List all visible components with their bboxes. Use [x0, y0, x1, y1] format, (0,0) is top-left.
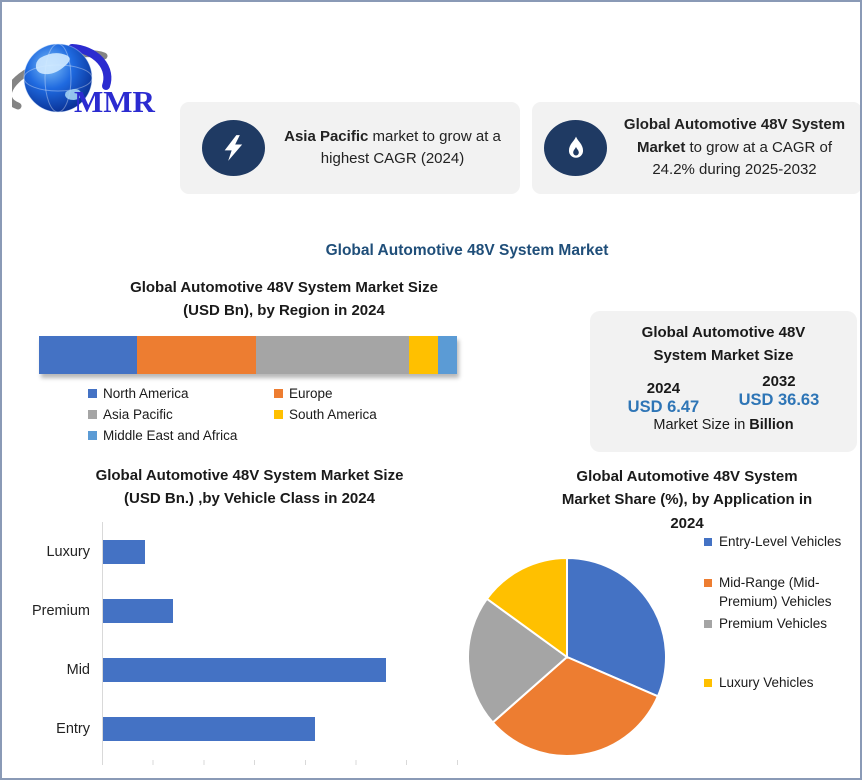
region-legend-item: Europe	[274, 386, 454, 401]
region-segment-2	[256, 336, 409, 374]
region-legend-item: South America	[274, 407, 454, 422]
region-legend: North America Europe Asia Pacific South Ame…	[88, 386, 460, 443]
vehicle-x-ticks	[102, 760, 458, 765]
callout-bold-text: Asia Pacific	[284, 127, 369, 145]
legend-label: Europe	[289, 386, 333, 401]
legend-label: Middle East and Africa	[103, 428, 238, 443]
legend-label: South America	[289, 407, 377, 422]
vehicle-bar-mid	[102, 657, 386, 682]
vehicle-bar-track	[102, 581, 457, 640]
pie-chart	[467, 556, 668, 757]
vehicle-bar-premium	[102, 598, 173, 623]
flame-icon	[544, 120, 607, 176]
pie-slice-1	[491, 655, 660, 757]
callout-asia-pacific-text: Asia Pacific market to grow at a highest…	[265, 126, 520, 171]
region-segment-4	[438, 336, 457, 374]
market-size-title-line1: Global Automotive 48V	[641, 324, 806, 341]
pie-legend-item: Luxury Vehicles	[704, 674, 860, 693]
pie-chart-title-line2: Market Share (%), by Application in	[561, 491, 813, 509]
footer-prefix: Market Size in	[653, 417, 750, 433]
vehicle-category-label: Mid	[66, 661, 90, 678]
vehicle-chart-title-line2: (USD Bn.) ,by Vehicle Class in 2024	[124, 489, 375, 507]
legend-swatch-icon	[88, 431, 97, 440]
market-size-2024: 2024 USD 6.47	[628, 380, 700, 417]
region-chart-title-line2: (USD Bn), by Region in 2024	[183, 301, 385, 319]
legend-label: Luxury Vehicles	[719, 674, 814, 690]
callout-asia-pacific: Asia Pacific market to grow at a highest…	[180, 102, 520, 194]
market-size-2032: 2032 USD 36.63	[739, 373, 820, 410]
vehicle-category-label: Entry	[56, 720, 90, 737]
vehicle-bar-track	[102, 522, 457, 581]
callout-bold-text: Global Automotive 48V System Market	[623, 116, 846, 156]
vehicle-category-label: Premium	[31, 602, 90, 619]
vehicle-bar-track	[102, 699, 457, 758]
legend-label: Premium Vehicles	[719, 615, 828, 631]
value-2032: USD 36.63	[738, 391, 820, 409]
legend-label: Asia Pacific	[103, 407, 173, 422]
vehicle-category-label: Luxury	[46, 543, 90, 560]
legend-swatch-icon	[88, 410, 97, 419]
market-size-values: 2024 USD 6.47 2032 USD 36.63	[590, 373, 857, 417]
region-legend-item: North America	[88, 386, 274, 401]
market-size-title-line2: System Market Size	[653, 346, 794, 364]
legend-swatch-icon	[274, 410, 283, 419]
callout-cagr-text: Global Automotive 48V System Market to g…	[607, 114, 860, 182]
region-segment-1	[137, 336, 257, 374]
value-2024: USD 6.47	[627, 398, 700, 416]
pie-legend-item: Entry-Level Vehicles	[704, 533, 860, 552]
mmr-logo: MMR	[4, 40, 172, 124]
vehicle-y-axis	[102, 522, 103, 762]
pie-slice-0	[566, 556, 668, 698]
legend-swatch-icon	[704, 538, 712, 546]
pie-chart-title-line3: 2024	[670, 514, 704, 532]
pie-chart-title: Global Automotive 48V System Market Shar…	[512, 465, 860, 535]
market-size-box-title: Global Automotive 48V System Market Size	[590, 322, 857, 367]
page-title: Global Automotive 48V System Market	[325, 242, 609, 259]
vehicle-chart-title-line1: Global Automotive 48V System Market Size	[95, 467, 404, 484]
legend-label: North America	[103, 386, 189, 401]
year-2032-label: 2032	[762, 373, 796, 390]
vehicle-plot: Luxury Premium Mid Entry	[12, 522, 457, 758]
region-segment-0	[39, 336, 138, 374]
legend-swatch-icon	[704, 619, 712, 628]
region-chart-title-line1: Global Automotive 48V System Market Size	[130, 279, 438, 296]
region-legend-item: Asia Pacific	[88, 407, 274, 422]
globe-icon: MMR	[4, 43, 156, 119]
lightning-icon	[202, 120, 265, 176]
pie-slice-2	[467, 597, 569, 724]
legend-swatch-icon	[704, 578, 712, 587]
vehicle-bar-luxury	[102, 539, 145, 564]
footer-billion: Billion	[749, 417, 794, 433]
market-size-box: Global Automotive 48V System Market Size…	[590, 311, 857, 452]
region-stacked-bar	[39, 336, 457, 374]
market-size-footer: Market Size in Billion	[590, 417, 857, 433]
legend-label: Entry-Level Vehicles	[719, 534, 842, 549]
pie-legend: Entry-Level Vehicles Mid-Range (Mid-Premi…	[704, 533, 860, 693]
legend-label: Mid-Range (Mid-Premium) Vehicles	[719, 574, 832, 609]
callout-rest-text: to grow at a CAGR of 24.2% during 2025-2…	[652, 138, 833, 179]
legend-swatch-icon	[704, 678, 712, 687]
vehicle-chart-title: Global Automotive 48V System Market Size…	[27, 465, 472, 510]
region-segment-3	[408, 336, 439, 374]
logo-text: MMR	[74, 84, 156, 119]
pie-chart-title-line1: Global Automotive 48V System	[576, 468, 798, 485]
pie-slice-3	[485, 556, 568, 659]
region-legend-item: Middle East and Africa	[88, 428, 274, 443]
legend-swatch-icon	[88, 389, 97, 398]
callout-cagr: Global Automotive 48V System Market to g…	[532, 102, 860, 194]
legend-swatch-icon	[274, 389, 283, 398]
vehicle-bar-entry	[102, 716, 315, 741]
vehicle-bar-track	[102, 640, 457, 699]
region-chart-title: Global Automotive 48V System Market Size…	[64, 277, 504, 322]
pie-legend-item: Premium Vehicles	[704, 615, 860, 634]
pie-legend-item: Mid-Range (Mid-Premium) Vehicles	[704, 574, 860, 612]
callout-rest-text: market to grow at a highest CAGR (2024)	[320, 127, 501, 168]
year-2024-label: 2024	[646, 380, 681, 397]
